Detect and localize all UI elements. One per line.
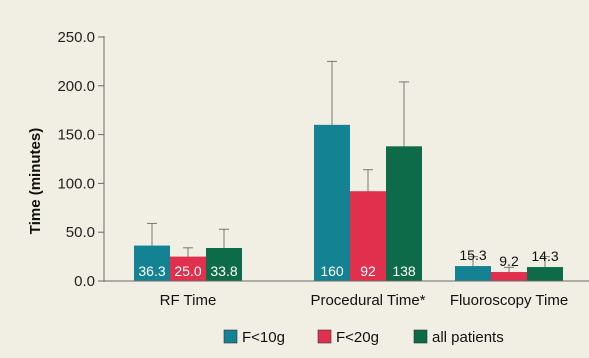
- axes: [103, 36, 589, 282]
- bar: [350, 191, 386, 281]
- bar: [134, 245, 170, 281]
- bar: [206, 248, 242, 281]
- bar: [527, 267, 563, 281]
- bar-value-label: 9.2: [499, 253, 519, 269]
- bar: [170, 256, 206, 281]
- bar-value-label: 92: [360, 263, 376, 279]
- bar-value-label: 138: [392, 263, 416, 279]
- y-tick-label: 150.0: [57, 127, 95, 144]
- y-tick-label: 200.0: [57, 78, 95, 95]
- legend: F<10g F<20g all patients: [223, 329, 504, 346]
- bar-value-label: 25.0: [174, 263, 201, 279]
- bars: 36.3 25.0 33.8 160 92 138 15.3 9.2 14.3: [134, 60, 563, 281]
- y-axis-title: Time (minutes): [27, 128, 44, 234]
- bar-value-label: 14.3: [531, 248, 558, 264]
- x-category-label: RF Time: [160, 292, 217, 309]
- bar-value-label: 160: [320, 263, 344, 279]
- legend-label: F<10g: [242, 329, 285, 346]
- y-tick-label: 0.0: [74, 273, 95, 290]
- bar-value-label: 15.3: [459, 247, 486, 263]
- legend-label: all patients: [432, 329, 504, 346]
- y-tick-label: 50.0: [66, 224, 95, 241]
- x-category-label: Fluoroscopy Time: [450, 292, 568, 309]
- bar: [455, 266, 491, 281]
- legend-label: F<20g: [336, 329, 379, 346]
- bar: [386, 146, 422, 281]
- bar: [491, 272, 527, 281]
- y-axis-ticks: 0.0 50.0 100.0 150.0 200.0 250.0: [57, 29, 104, 290]
- bar: [314, 124, 350, 281]
- y-tick-label: 250.0: [57, 29, 95, 46]
- y-tick-label: 100.0: [57, 175, 95, 192]
- category-labels: RF Time Procedural Time* Fluoroscopy Time: [160, 292, 569, 309]
- x-category-label: Procedural Time*: [310, 292, 425, 309]
- legend-swatch: [317, 329, 332, 344]
- legend-swatch: [413, 329, 428, 344]
- bar-value-label: 33.8: [210, 263, 237, 279]
- bar-value-label: 36.3: [138, 263, 165, 279]
- legend-swatch: [223, 329, 238, 344]
